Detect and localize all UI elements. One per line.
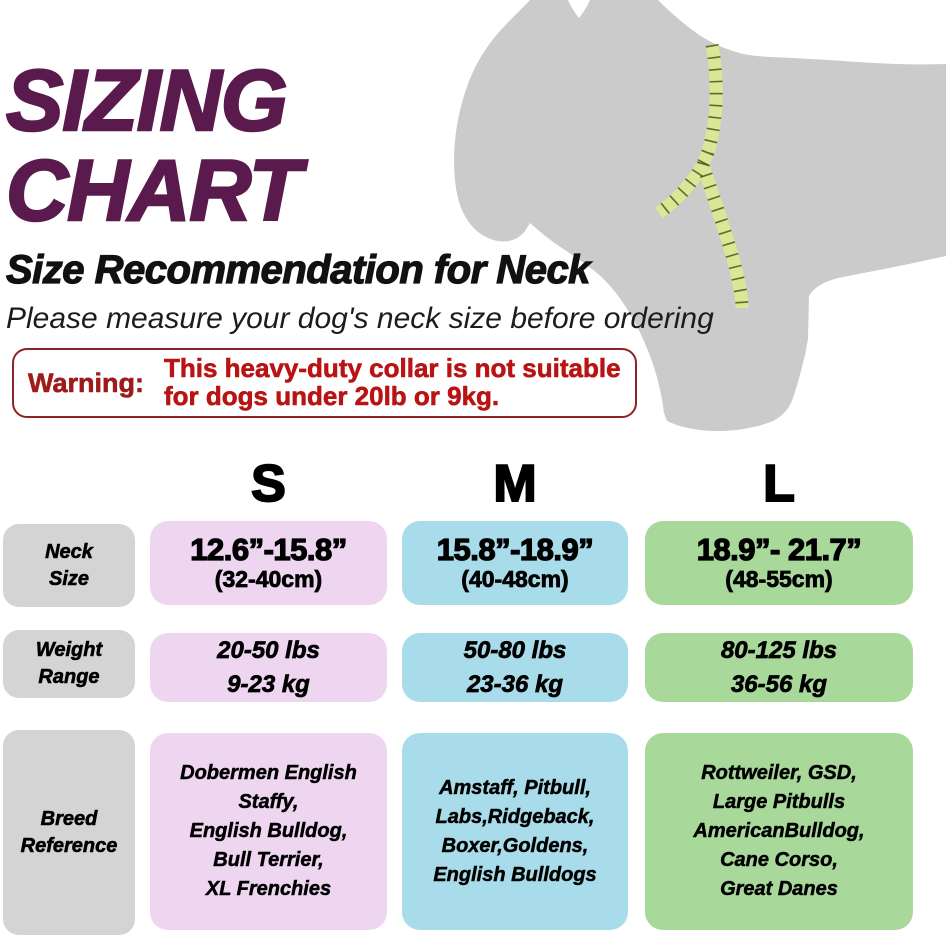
warning-box: Warning: This heavy-duty collar is not s… xyxy=(12,348,637,418)
weight-range-s: 20-50 lbs 9-23 kg xyxy=(217,636,320,698)
measure-note: Please measure your dog's neck size befo… xyxy=(6,302,714,335)
subtitle: Size Recommendation for Neck xyxy=(5,247,591,292)
neck-size-inches-m: 15.8”-18.9” xyxy=(436,532,594,568)
weight-range-cell-s: 20-50 lbs 9-23 kg xyxy=(150,633,387,702)
warning-message: This heavy-duty collar is not suitable f… xyxy=(164,353,621,411)
page-title: SIZING CHART xyxy=(5,53,303,240)
row-label-weight-range: Weight Range xyxy=(3,630,135,698)
neck-size-inches-l: 18.9”- 21.7” xyxy=(696,532,862,568)
neck-size-cell-s: 12.6”-15.8” (32-40cm) xyxy=(150,521,387,605)
column-header-s: S xyxy=(250,455,287,513)
measuring-tape-icon xyxy=(655,43,749,309)
neck-size-cell-l: 18.9”- 21.7” (48-55cm) xyxy=(645,521,913,605)
weight-range-cell-m: 50-80 lbs 23-36 kg xyxy=(402,633,628,702)
weight-range-cell-l: 80-125 lbs 36-56 kg xyxy=(645,633,913,702)
neck-size-cm-m: (40-48cm) xyxy=(461,565,569,592)
weight-range-m: 50-80 lbs 23-36 kg xyxy=(463,636,567,698)
neck-size-cm-s: (32-40cm) xyxy=(214,565,323,592)
breed-list-s: Dobermen English Staffy, English Bulldog… xyxy=(180,762,357,901)
neck-size-inches-s: 12.6”-15.8” xyxy=(190,532,348,568)
weight-range-l: 80-125 lbs 36-56 kg xyxy=(720,636,838,698)
neck-size-cm-l: (48-55cm) xyxy=(725,565,833,592)
page-title-line2: CHART xyxy=(5,143,303,240)
breed-reference-cell-m: Amstaff, Pitbull, Labs,Ridgeback, Boxer,… xyxy=(402,733,628,930)
breed-list-l: Rottweiler, GSD, Large Pitbulls American… xyxy=(693,762,865,901)
breed-reference-cell-s: Dobermen English Staffy, English Bulldog… xyxy=(150,733,387,930)
row-label-neck-size: Neck Size xyxy=(3,524,135,607)
breed-reference-cell-l: Rottweiler, GSD, Large Pitbulls American… xyxy=(645,733,913,930)
breed-list-m: Amstaff, Pitbull, Labs,Ridgeback, Boxer,… xyxy=(433,776,597,886)
page-title-line1: SIZING xyxy=(5,53,289,149)
neck-size-cell-m: 15.8”-18.9” (40-48cm) xyxy=(402,521,628,605)
column-header-l: L xyxy=(762,455,796,513)
warning-label: Warning: xyxy=(28,367,145,398)
column-header-m: M xyxy=(492,455,537,513)
row-label-breed-reference: Breed Reference xyxy=(3,730,135,935)
